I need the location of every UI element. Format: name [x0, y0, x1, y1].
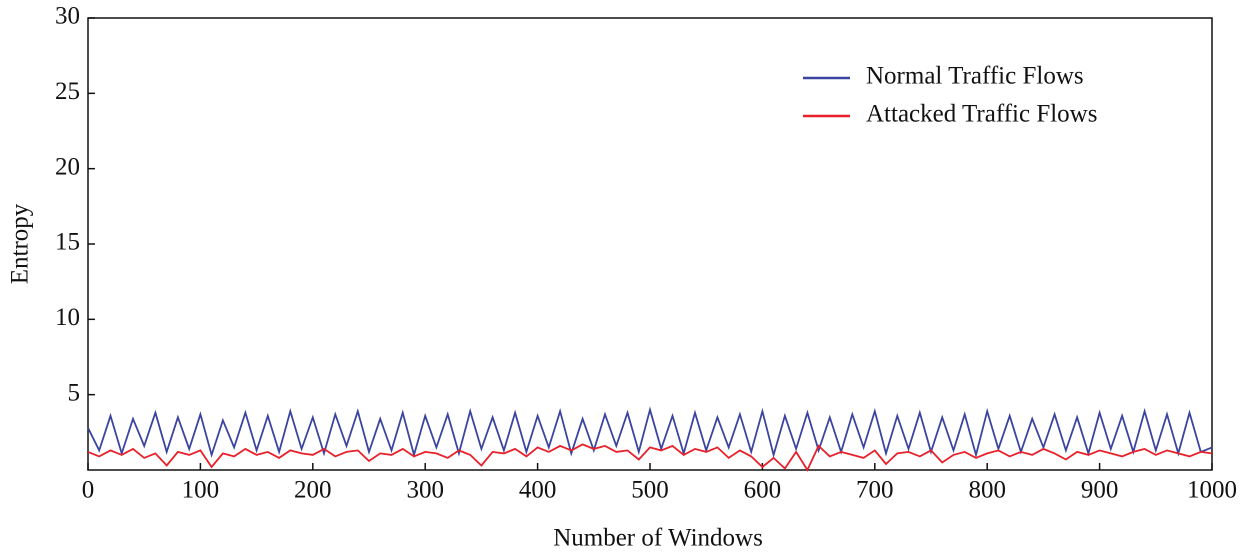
x-tick-label: 800 [968, 477, 1006, 504]
x-tick-label: 500 [631, 477, 669, 504]
y-tick-label: 25 [55, 78, 80, 105]
x-axis-label: Number of Windows [553, 525, 763, 552]
x-tick-label: 200 [294, 477, 332, 504]
x-tick-label: 700 [856, 477, 894, 504]
x-tick-label: 300 [406, 477, 444, 504]
x-tick-label: 1000 [1187, 477, 1237, 504]
legend-label: Attacked Traffic Flows [866, 101, 1097, 128]
y-tick-label: 15 [55, 229, 80, 256]
x-tick-label: 0 [82, 477, 95, 504]
x-tick-label: 100 [182, 477, 220, 504]
x-tick-label: 900 [1081, 477, 1119, 504]
y-tick-label: 5 [68, 379, 81, 406]
series-line [87, 406, 1213, 459]
y-axis-label: Entropy [7, 203, 34, 284]
legend-label: Normal Traffic Flows [866, 63, 1084, 90]
series-line [87, 443, 1213, 472]
x-tick-label: 600 [744, 477, 782, 504]
y-tick-label: 30 [55, 3, 80, 30]
y-tick-label: 20 [55, 153, 80, 180]
y-tick-label: 10 [55, 304, 80, 331]
x-tick-label: 400 [519, 477, 557, 504]
